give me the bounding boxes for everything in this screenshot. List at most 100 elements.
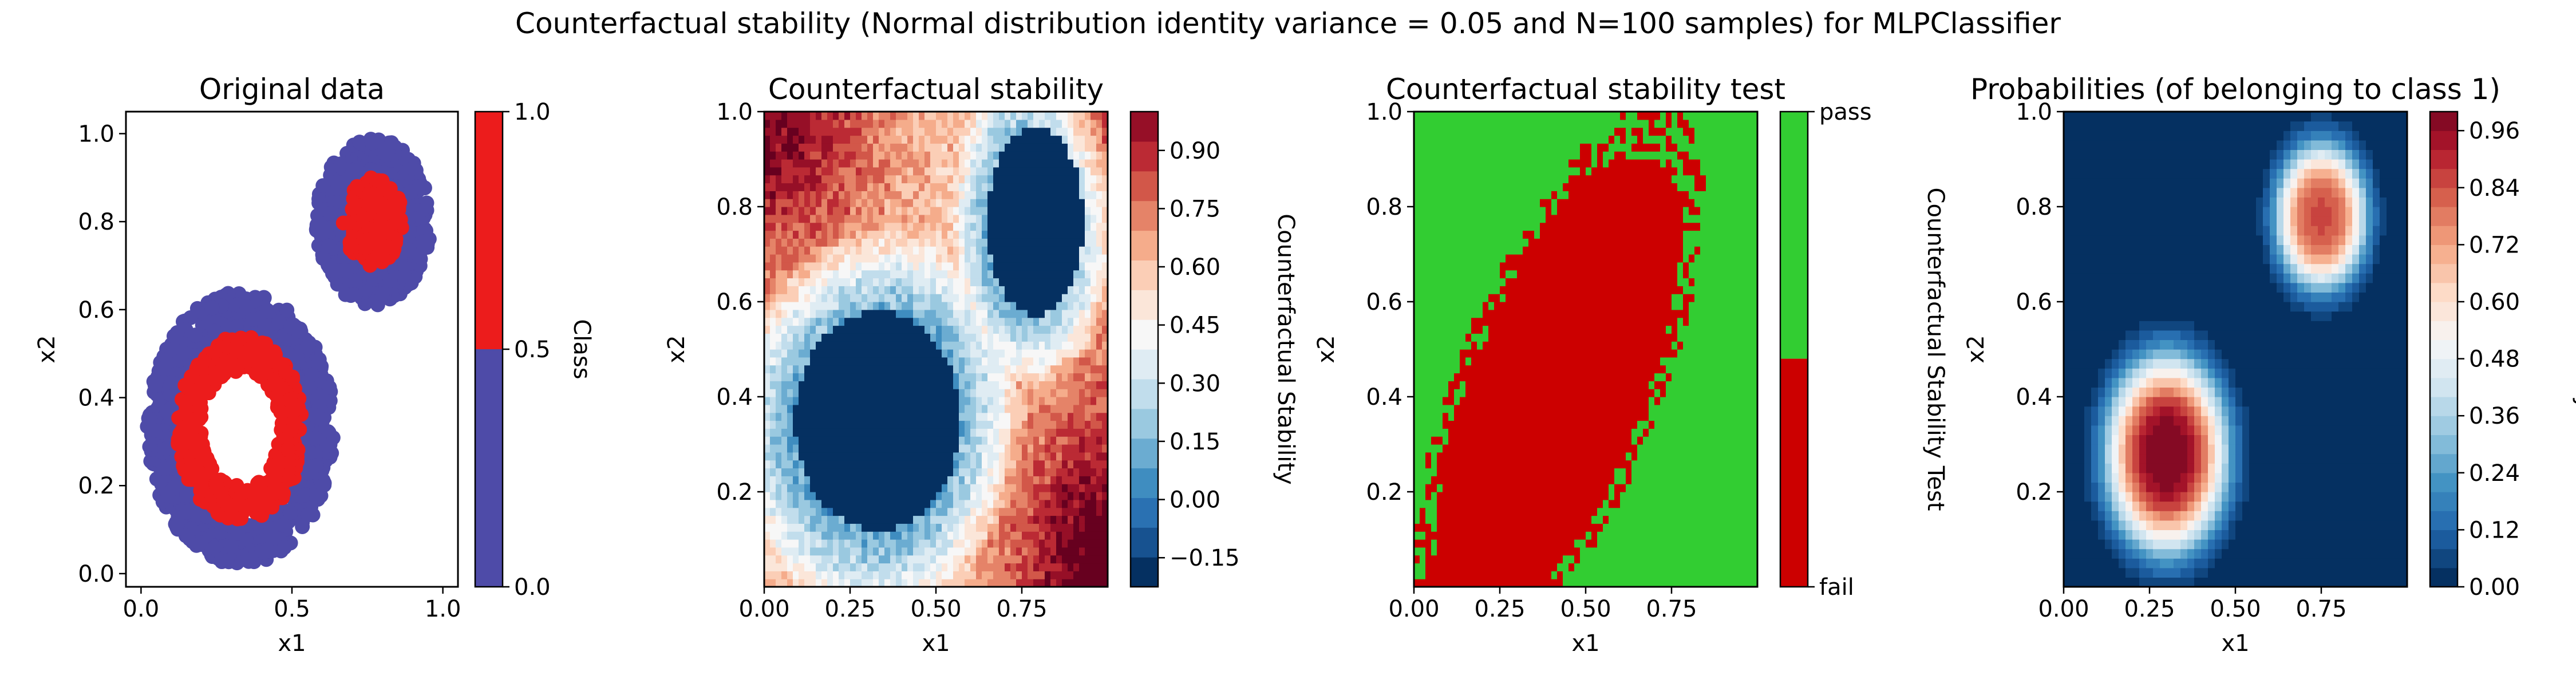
heatmap-cell xyxy=(999,389,1005,397)
heatmap-cell xyxy=(924,302,931,310)
heatmap-cell xyxy=(1005,460,1011,469)
heatmap-cell xyxy=(781,309,788,318)
heatmap-cell xyxy=(1010,207,1017,215)
heatmap-cell xyxy=(1022,523,1028,532)
heatmap-cell xyxy=(930,492,937,500)
heatmap-cell xyxy=(833,531,839,540)
heatmap-cell xyxy=(947,460,954,469)
heatmap-cell xyxy=(976,294,982,302)
heatmap-cell xyxy=(804,222,811,231)
heatmap-cell xyxy=(879,143,885,152)
heatmap-cell xyxy=(879,294,885,302)
data-point-class-1 xyxy=(374,218,389,234)
heatmap-cell xyxy=(993,199,999,207)
heatmap-cell xyxy=(902,325,908,334)
heatmap-cell xyxy=(821,191,828,199)
heatmap-cell xyxy=(873,143,879,152)
data-point-class-1 xyxy=(374,173,390,188)
heatmap-cell xyxy=(1022,531,1028,540)
heatmap-cell xyxy=(1022,119,1028,128)
heatmap-cell xyxy=(936,452,942,461)
heatmap-cell xyxy=(907,484,914,492)
heatmap-cell xyxy=(839,143,845,152)
heatmap-cell xyxy=(930,262,937,271)
heatmap-cell xyxy=(1010,325,1017,334)
heatmap-cell xyxy=(844,404,851,413)
heatmap-cell xyxy=(947,214,954,223)
heatmap-cell xyxy=(982,151,988,160)
heatmap-cell xyxy=(873,119,879,128)
heatmap-cell xyxy=(850,539,856,548)
heatmap-cell xyxy=(816,476,822,484)
heatmap-cell xyxy=(982,539,988,548)
heatmap-cell xyxy=(896,492,902,500)
data-point-class-0 xyxy=(321,238,337,254)
heatmap-cell xyxy=(816,341,822,350)
heatmap-cell xyxy=(804,499,811,508)
heatmap-cell xyxy=(879,127,885,136)
heatmap-cell xyxy=(884,127,891,136)
heatmap-cell xyxy=(959,452,965,461)
heatmap-cell xyxy=(1033,159,1040,168)
heatmap-cell xyxy=(884,222,891,231)
heatmap-cell xyxy=(764,262,771,271)
heatmap-cell xyxy=(993,246,999,255)
heatmap-cell xyxy=(833,365,839,374)
heatmap-cell xyxy=(896,214,902,223)
heatmap-cell xyxy=(816,294,822,302)
heatmap-cell xyxy=(793,436,799,445)
heatmap-cell xyxy=(810,191,816,199)
heatmap-cell xyxy=(1005,507,1011,516)
heatmap-cell xyxy=(799,151,805,160)
data-point-class-1 xyxy=(280,442,296,457)
heatmap-cell xyxy=(827,309,833,318)
heatmap-cell xyxy=(873,262,879,271)
heatmap-cell xyxy=(976,547,982,556)
heatmap-cell xyxy=(850,325,856,334)
heatmap-cell xyxy=(947,484,954,492)
heatmap-cell xyxy=(873,175,879,184)
data-point-class-0 xyxy=(230,526,246,541)
heatmap-cell xyxy=(919,381,925,389)
heatmap-cell xyxy=(787,175,793,184)
heatmap-cell xyxy=(913,199,919,207)
y-tick-label: 0.6 xyxy=(78,297,114,323)
heatmap-cell xyxy=(839,349,845,358)
heatmap-cell xyxy=(1033,207,1040,215)
heatmap-cell xyxy=(776,389,782,397)
heatmap-cell xyxy=(1010,230,1017,239)
heatmap-cell xyxy=(907,262,914,271)
heatmap-cell xyxy=(959,539,965,548)
heatmap-cell xyxy=(781,412,788,421)
heatmap-cell xyxy=(873,365,879,374)
heatmap-cell xyxy=(959,238,965,247)
heatmap-cell xyxy=(799,222,805,231)
heatmap-cell xyxy=(793,349,799,358)
heatmap-cell xyxy=(936,262,942,271)
heatmap-cell xyxy=(970,238,977,247)
heatmap-cell xyxy=(896,563,902,571)
heatmap-cell xyxy=(764,159,771,168)
heatmap-cell xyxy=(839,389,845,397)
heatmap-cell xyxy=(776,317,782,326)
heatmap-cell xyxy=(942,135,948,144)
heatmap-cell xyxy=(1016,278,1022,286)
heatmap-cell xyxy=(970,333,977,342)
heatmap-cell xyxy=(1039,571,1045,579)
heatmap-cell xyxy=(999,579,1005,587)
heatmap-cell xyxy=(793,112,799,120)
heatmap-cell xyxy=(781,547,788,556)
heatmap-cell xyxy=(919,294,925,302)
heatmap-cell xyxy=(770,159,776,168)
heatmap-cell xyxy=(970,476,977,484)
heatmap-cell xyxy=(873,397,879,405)
heatmap-cell xyxy=(799,191,805,199)
heatmap-cell xyxy=(959,127,965,136)
heatmap-cell xyxy=(787,381,793,389)
heatmap-cell xyxy=(942,278,948,286)
heatmap-cell xyxy=(1033,167,1040,176)
heatmap-cell xyxy=(902,357,908,366)
heatmap-cell xyxy=(793,302,799,310)
heatmap-cell xyxy=(776,507,782,516)
heatmap-cell xyxy=(1028,460,1034,469)
